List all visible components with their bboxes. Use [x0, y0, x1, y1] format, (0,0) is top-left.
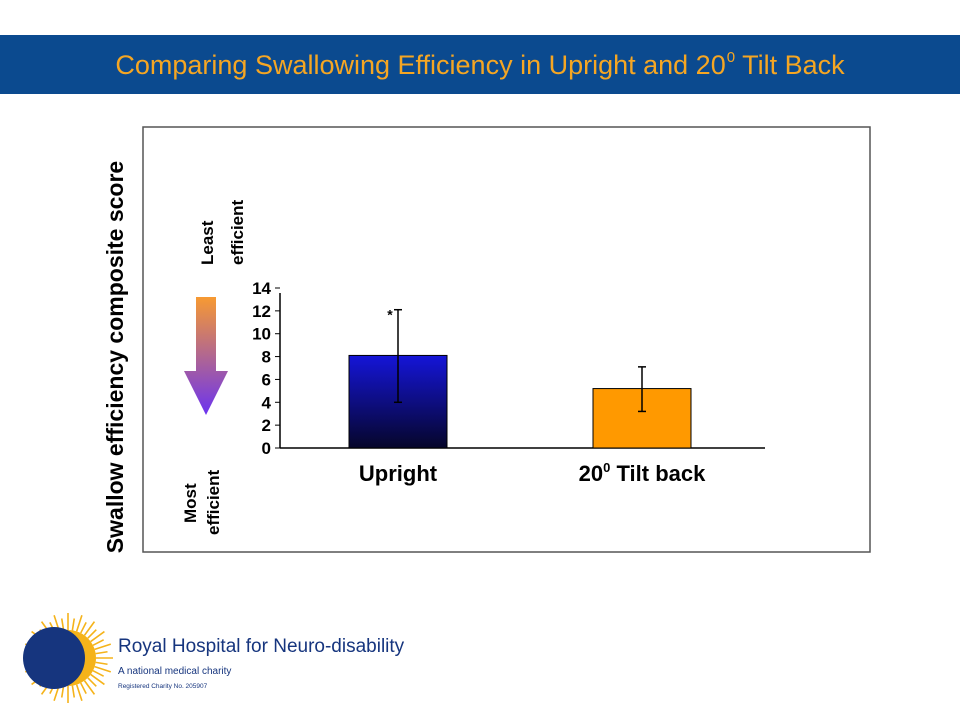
sun-ray — [75, 614, 83, 632]
title-superscript: 0 — [726, 48, 736, 66]
sun-ray — [92, 639, 105, 647]
y-tick-label: 4 — [262, 393, 272, 412]
chart-svg: Swallow efficiency composite score Least… — [102, 126, 871, 553]
y-tick-label: 2 — [262, 416, 271, 435]
sun-ray — [87, 629, 97, 639]
sun-ray — [60, 685, 65, 698]
sun-ray — [79, 682, 87, 695]
annotation-most-line2: efficient — [204, 469, 223, 535]
sun-ray — [95, 650, 108, 655]
sun-ray — [87, 677, 97, 687]
sun-ray — [90, 673, 105, 686]
significance-marker-1: * — [387, 307, 393, 323]
title-prefix: Comparing Swallowing Efficiency in Uprig… — [115, 49, 726, 80]
sun-ray — [71, 618, 76, 631]
sun-ray — [71, 685, 76, 698]
efficiency-arrow — [184, 297, 228, 415]
annotation-most-line1: Most — [181, 483, 200, 523]
sun-ray — [95, 661, 108, 666]
title-suffix: Tilt Back — [742, 49, 845, 80]
chart: Swallow efficiency composite score Least… — [93, 125, 873, 577]
sun-ray — [75, 684, 83, 702]
y-tick-label: 14 — [252, 279, 271, 298]
logo-registration: Registered Charity No. 205907 — [118, 683, 208, 690]
sun-ray — [83, 680, 96, 695]
logo-mark: Royal Hospital for Neuro-disability A na… — [23, 613, 405, 703]
sun-ray — [94, 665, 112, 673]
logo-tagline: A national medical charity — [118, 666, 231, 677]
annotation-least-line1: Least — [198, 220, 217, 265]
sun-ray — [79, 621, 87, 634]
x-category-label-2: 200 Tilt back — [579, 460, 706, 486]
y-tick-label: 8 — [262, 348, 271, 367]
x-category-label-1: Upright — [359, 461, 438, 486]
sun-ray — [92, 669, 105, 677]
logo: Royal Hospital for Neuro-disability A na… — [10, 608, 420, 708]
sun-ray — [83, 621, 96, 636]
logo-name: Royal Hospital for Neuro-disability — [118, 636, 405, 657]
y-tick-label: 12 — [252, 302, 271, 321]
y-tick-label: 6 — [262, 370, 271, 389]
y-tick-label: 10 — [252, 325, 271, 344]
sun-ray — [60, 618, 65, 631]
slide-title: Comparing Swallowing Efficiency in Uprig… — [115, 49, 844, 81]
annotation-least-line2: efficient — [228, 199, 247, 265]
logo-circle — [23, 627, 85, 689]
sun-ray — [94, 643, 112, 651]
title-bar: Comparing Swallowing Efficiency in Uprig… — [0, 35, 960, 94]
chart-frame — [142, 126, 871, 553]
y-axis-label: Swallow efficiency composite score — [102, 161, 128, 553]
sun-ray — [90, 630, 105, 643]
y-tick-label: 0 — [262, 439, 271, 458]
